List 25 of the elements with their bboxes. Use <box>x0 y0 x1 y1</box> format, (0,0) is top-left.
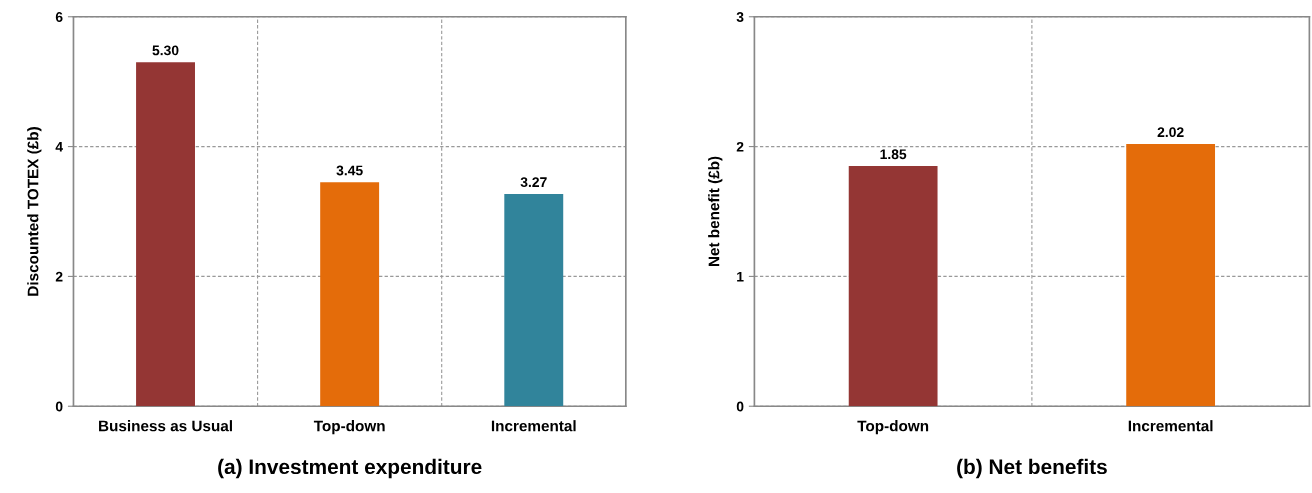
y-axis-title: Net benefit (£b) <box>708 156 723 267</box>
data-label: 5.30 <box>152 45 179 56</box>
x-tick-label: Incremental <box>1128 420 1213 432</box>
data-label: 3.27 <box>520 177 547 188</box>
y-tick-label: 0 <box>736 401 744 412</box>
data-label: 3.45 <box>336 165 363 176</box>
x-tick-label: Top-down <box>313 420 385 435</box>
y-tick-label: 4 <box>55 142 63 152</box>
y-tick-label: 2 <box>736 141 744 152</box>
x-tick-label: Business as Usual <box>99 420 232 432</box>
data-label: 2.02 <box>1157 127 1184 138</box>
y-axis-title: Discounted TOTEX (£b) <box>27 127 42 296</box>
text: (b) Net benefits <box>957 458 1107 479</box>
y-tick-label: 2 <box>55 271 63 282</box>
y-tick-label: 0 <box>55 401 63 412</box>
x-tick-label: Incremental <box>491 420 576 432</box>
bar <box>504 193 564 407</box>
y-tick-label: 6 <box>55 12 63 22</box>
y-tick-label: 3 <box>736 12 744 22</box>
bar <box>320 182 380 407</box>
x-tick-label: Top-down <box>857 420 929 435</box>
y-tick-label: 1 <box>737 271 744 282</box>
bar <box>136 62 195 407</box>
text: (a) Investment expenditure <box>218 458 482 479</box>
data-label: 1.85 <box>880 149 907 160</box>
